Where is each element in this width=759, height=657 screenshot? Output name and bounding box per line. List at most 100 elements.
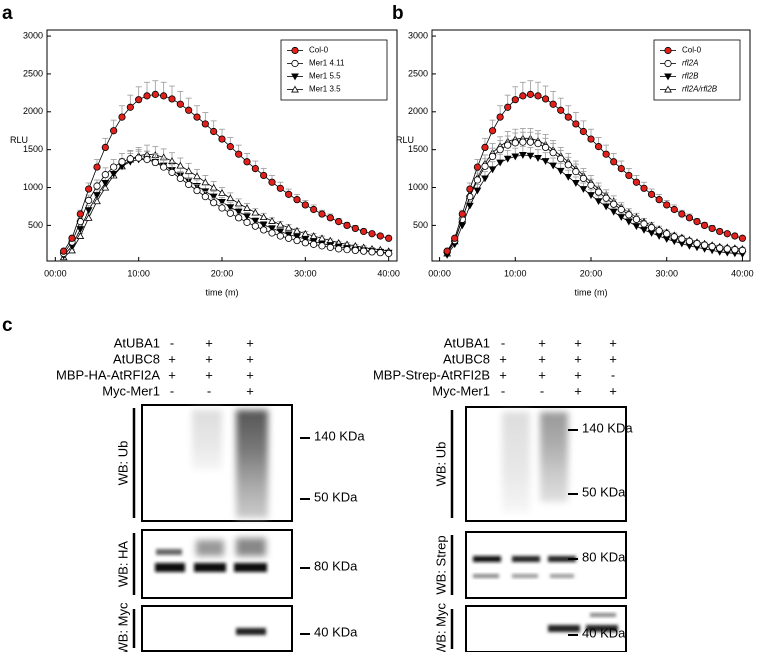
treatment-sign: - [170,383,174,398]
blot-frame [141,605,293,652]
data-point [68,246,76,254]
data-point [126,155,134,163]
panel-letter: c [2,315,13,336]
legend-label: Mer1 4.11 [309,59,345,68]
data-point [376,249,384,257]
x-tick-label: 20:00 [580,268,603,278]
blot-band [548,625,580,632]
treatment-sign: + [246,367,254,382]
panel-letter: a [2,3,13,24]
treatment-sign: - [501,335,505,350]
data-point [511,139,519,147]
data-point [534,155,542,162]
data-point [226,143,234,151]
treatment-sign: + [499,367,507,382]
legend-label: Mer1 3.5 [309,85,341,94]
data-point [218,135,226,143]
data-point [234,199,243,207]
data-point [301,239,309,247]
data-point [243,158,251,166]
data-point [541,158,550,165]
y-axis-label: RLU [10,135,28,145]
data-point [93,197,101,205]
data-point [587,192,595,199]
data-point [738,234,747,242]
data-point [243,204,251,211]
data-point [541,143,550,151]
data-point [209,193,218,201]
data-point [193,186,201,195]
data-point [226,194,235,202]
data-point [109,170,118,178]
x-tick-label: 30:00 [655,268,678,278]
treatment-label: Myc-Mer1 [432,383,490,398]
treatment-sign: + [574,335,582,350]
data-point [284,223,293,231]
blot-band [236,538,266,556]
blot-right [465,406,627,653]
x-tick-label: 00:00 [428,268,451,278]
treatment-sign: - [170,335,174,350]
data-point [193,113,201,121]
blot-frame [465,531,627,599]
treatment-sign: + [246,335,254,350]
blot-band [156,549,182,555]
data-point [160,163,168,171]
data-point [235,150,243,158]
data-point [151,158,159,167]
x-tick-label: 40:00 [377,268,400,278]
treatment-sign: + [538,367,546,382]
data-point [549,100,557,108]
data-point [640,220,648,228]
data-point [235,214,243,222]
data-point [118,158,126,166]
data-point [185,180,193,189]
legend-label: Mer1 5.5 [309,72,341,81]
western-blot-label: WB: Strep [433,535,448,594]
series [60,149,393,258]
series [60,80,393,255]
series-line [446,93,743,252]
x-tick-label: 30:00 [294,268,317,278]
treatment-sign: + [205,351,213,366]
treatment-sign: + [205,367,213,382]
data-point [310,240,318,248]
treatment-sign: + [246,351,254,366]
series-line [63,159,389,256]
data-point [251,208,260,216]
data-point [93,163,101,171]
data-point [473,176,482,184]
data-point [243,218,251,226]
data-point [511,96,519,104]
data-point [496,146,504,154]
data-point [587,135,595,143]
data-point [534,140,542,148]
data-point [310,205,318,214]
treatment-sign: + [574,367,582,382]
data-point [602,150,610,158]
data-point [466,185,474,193]
data-point [693,218,701,226]
legend-marker [291,59,299,68]
treatment-sign: - [501,383,505,398]
data-point [268,178,276,186]
data-point [473,163,482,171]
data-point [632,215,641,223]
legend-marker [291,85,299,93]
data-point [594,188,603,196]
series [443,146,747,259]
western-blot-label: WB: Myc [115,602,130,652]
data-point [564,161,572,169]
blot-annotations: AtUBA1- + +AtUBC8 + + +MBP-HA-AtRFI2A + + +Myc-M… [56,335,365,654]
x-axis-label: time (m) [575,287,608,297]
data-point [670,233,678,241]
data-point [84,213,93,221]
data-point [293,196,301,204]
data-point [594,143,603,151]
data-point [201,193,209,201]
treatment-sign: + [538,351,546,366]
treatment-sign: + [168,351,176,366]
data-point [118,113,126,121]
